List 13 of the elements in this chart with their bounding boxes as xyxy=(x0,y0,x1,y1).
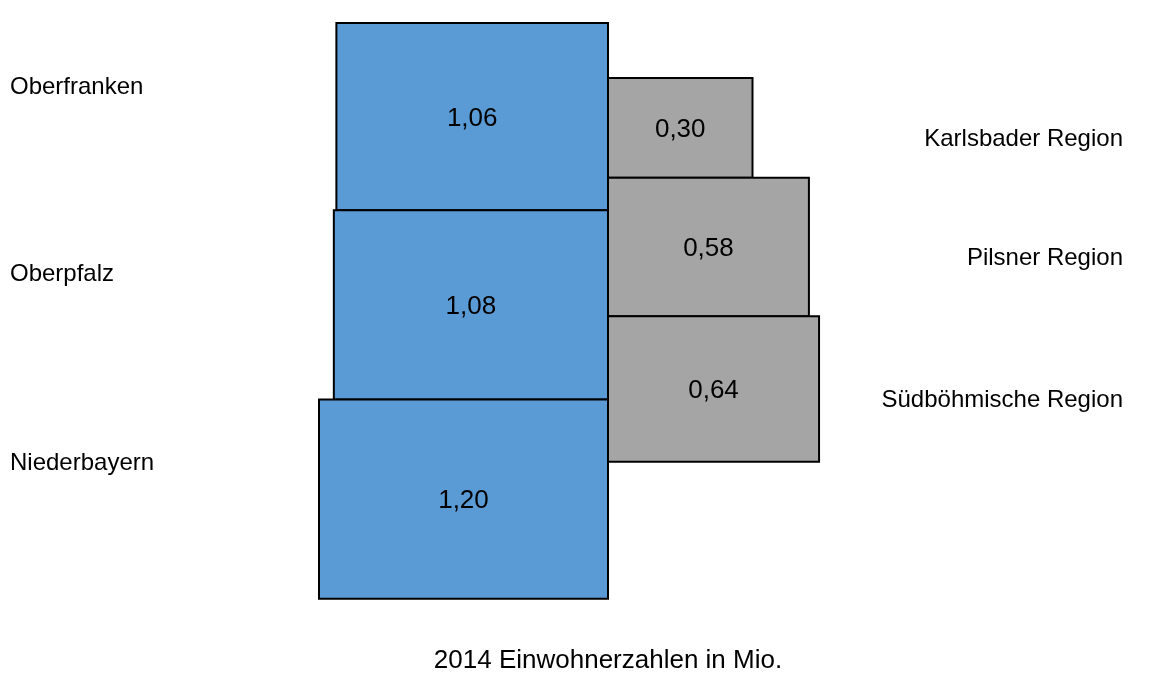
category-label: Niederbayern xyxy=(10,447,155,475)
data-label: 0,30 xyxy=(654,112,706,143)
data-label: 0,64 xyxy=(688,374,739,404)
category-label: Oberfranken xyxy=(10,71,144,99)
category-label: Karlsbader Region xyxy=(924,124,1123,152)
data-label: 0,58 xyxy=(683,231,734,262)
category-label: Südböhmische Region xyxy=(881,385,1123,413)
data-label: 1,08 xyxy=(445,289,497,320)
text: 2014 Einwohnerzahlen in Mio. xyxy=(433,644,783,674)
data-label: 1,20 xyxy=(438,484,489,515)
category-label: Pilsner Region xyxy=(966,243,1123,271)
category-label: Oberpfalz xyxy=(10,258,115,286)
data-label: 1,06 xyxy=(446,101,498,132)
